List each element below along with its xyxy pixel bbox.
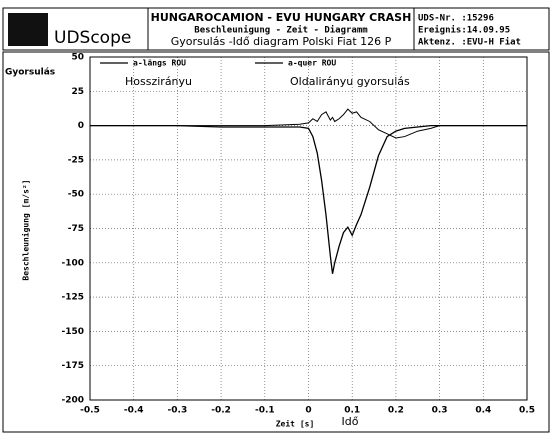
y-tick-label: -125 bbox=[61, 293, 84, 303]
y-tick-label: 0 bbox=[78, 121, 84, 131]
y-tick-label: -175 bbox=[61, 361, 84, 371]
subtitle: Gyorsulás -Idő diagram Polski Fiat 126 P bbox=[171, 35, 392, 48]
y-tick-label: -50 bbox=[68, 190, 84, 200]
x-tick-label: 0.3 bbox=[432, 406, 448, 416]
logo: UDScope bbox=[54, 28, 131, 48]
y-tick-label: 50 bbox=[71, 53, 84, 63]
logo-square bbox=[8, 13, 48, 46]
x-tick-label: 0.2 bbox=[388, 406, 404, 416]
x-tick-label: 0.5 bbox=[519, 406, 535, 416]
info: Ereignis:14.09.95 bbox=[418, 25, 510, 36]
x-tick-label: -0.2 bbox=[211, 406, 231, 416]
x-tick-label: -0.4 bbox=[124, 406, 144, 416]
info: UDS-Nr. :15296 bbox=[418, 14, 494, 24]
series-line bbox=[90, 108, 527, 139]
y-tick-label: -150 bbox=[61, 327, 84, 337]
y-title-top: Gyorsulás bbox=[5, 68, 55, 78]
plot-area bbox=[89, 56, 528, 401]
series-line bbox=[90, 124, 527, 274]
header-box bbox=[2, 7, 550, 51]
info: Aktenz. :EVU-H Fiat bbox=[418, 37, 521, 48]
y-label: Beschleunigung [m/s²] bbox=[21, 179, 31, 280]
title: HUNGAROCAMION - EVU HUNGARY CRASH bbox=[151, 11, 412, 24]
y-tick-label: -25 bbox=[68, 155, 84, 165]
x-tick-label: -0.3 bbox=[168, 406, 188, 416]
annotation: Oldalirányu gyorsulás bbox=[290, 75, 410, 88]
x-tick-label: -0.5 bbox=[80, 406, 100, 416]
x-tick-label: -0.1 bbox=[255, 406, 275, 416]
y-tick-label: 25 bbox=[71, 87, 84, 97]
annotation: Hosszirányu bbox=[125, 75, 192, 88]
y-tick-label: -200 bbox=[61, 396, 84, 406]
x-tick-label: 0.1 bbox=[344, 406, 360, 416]
y-tick-label: -75 bbox=[68, 224, 84, 234]
x-tick-label: 0 bbox=[305, 406, 311, 416]
legend-label: a-längs ROU bbox=[133, 59, 186, 68]
frame bbox=[2, 51, 550, 433]
subtitle: Beschleunigung - Zeit - Diagramm bbox=[194, 25, 368, 36]
x-tick-label: 0.4 bbox=[475, 406, 491, 416]
x-label-extra: Idő bbox=[342, 415, 359, 428]
y-tick-label: -100 bbox=[61, 258, 84, 268]
legend-label: a-quer ROU bbox=[288, 59, 336, 68]
x-label: Zeit [s] bbox=[276, 419, 315, 429]
